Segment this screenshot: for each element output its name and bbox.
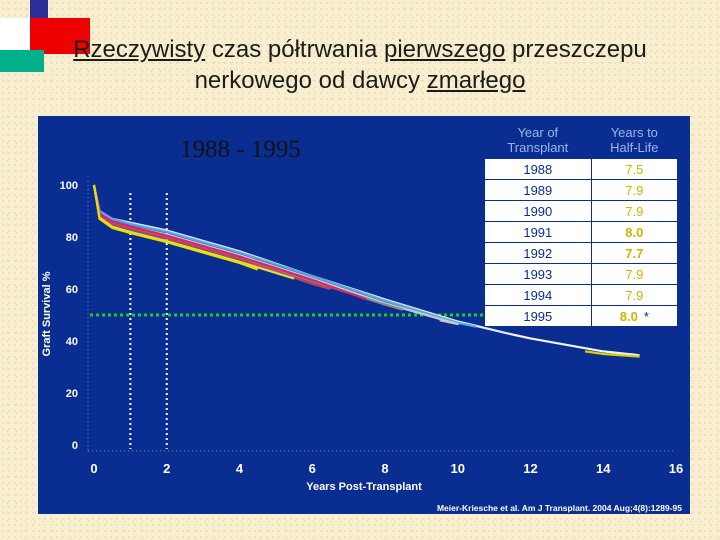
y-tick-label: 60 bbox=[66, 284, 78, 296]
title-part-3: przeszczepu nerkowego od dawcy bbox=[194, 36, 647, 94]
half-life-table: Year of Transplant Years to Half-Life 1988… bbox=[484, 122, 679, 327]
y-tick-label: 0 bbox=[72, 440, 78, 452]
table-row: 1988 7.5 bbox=[484, 158, 679, 180]
half-life-value: 7.9 bbox=[625, 266, 644, 282]
title-part-0: Rzeczywisty bbox=[73, 36, 206, 63]
decor-green-square bbox=[0, 50, 44, 72]
survival-chart: 0 20 40 60 80 100 0 2 4 6 8 10 12 14 16 Years Post-Tran… bbox=[41, 180, 683, 513]
cell-half-life: 7.7 bbox=[590, 242, 679, 264]
x-tick-label: 10 bbox=[451, 461, 465, 476]
table-row: 1994 7.9 bbox=[484, 284, 679, 306]
table-row: 1995 8.0 * bbox=[484, 305, 679, 327]
header-year-of-transplant: Year of Transplant bbox=[484, 122, 592, 159]
series-line bbox=[92, 184, 331, 291]
cell-year: 1995 bbox=[484, 305, 592, 327]
half-life-value: 7.5 bbox=[625, 161, 644, 177]
cell-half-life: 8.0 bbox=[590, 221, 679, 243]
cell-year: 1992 bbox=[484, 242, 592, 264]
half-life-value: 7.9 bbox=[625, 182, 644, 198]
table-row: 1993 7.9 bbox=[484, 263, 679, 285]
x-tick-label: 16 bbox=[669, 461, 683, 476]
cell-year: 1993 bbox=[484, 263, 592, 285]
series-line bbox=[584, 350, 640, 358]
cell-year: 1988 bbox=[484, 158, 592, 180]
half-life-value: 7.9 bbox=[625, 287, 644, 303]
table-row: 1991 8.0 bbox=[484, 221, 679, 243]
series-line bbox=[92, 184, 513, 336]
cell-year: 1989 bbox=[484, 179, 592, 201]
y-tick-label: 100 bbox=[60, 180, 78, 192]
decor-blue-square bbox=[30, 0, 48, 22]
half-life-value: 7.7 bbox=[625, 245, 644, 261]
chart-panel: 0 20 40 60 80 100 0 2 4 6 8 10 12 14 16 Years Post-Tran… bbox=[38, 116, 690, 514]
table-row: 1992 7.7 bbox=[484, 242, 679, 264]
series-line bbox=[92, 184, 477, 328]
series-line bbox=[92, 184, 368, 301]
header-years-to-half-life: Years to Half-Life bbox=[590, 122, 679, 159]
x-tick-label: 4 bbox=[236, 461, 244, 476]
series-line bbox=[92, 184, 459, 326]
cell-half-life: 7.9 bbox=[590, 263, 679, 285]
year-range-label: 1988 - 1995 bbox=[180, 136, 301, 163]
table-row: 1990 7.9 bbox=[484, 200, 679, 222]
series-line bbox=[92, 184, 259, 271]
cell-half-life: 7.9 bbox=[590, 284, 679, 306]
half-life-note: * bbox=[643, 308, 649, 324]
slide-title: Rzeczywisty czas półtrwania pierwszego p… bbox=[40, 34, 680, 96]
table-header-row: Year of Transplant Years to Half-Life bbox=[484, 122, 679, 159]
title-part-1: czas półtrwania bbox=[205, 36, 384, 63]
citation-text: Meier-Kriesche et al. Am J Transplant. 2… bbox=[437, 503, 682, 513]
y-tick-label: 20 bbox=[66, 388, 78, 400]
cell-half-life: 8.0 * bbox=[590, 305, 679, 327]
cell-half-life: 7.9 bbox=[590, 200, 679, 222]
x-tick-label: 2 bbox=[163, 461, 170, 476]
cell-year: 1991 bbox=[484, 221, 592, 243]
y-tick-label: 80 bbox=[66, 232, 78, 244]
half-life-value: 8.0 bbox=[625, 224, 644, 240]
half-life-value: 7.9 bbox=[625, 203, 644, 219]
x-tick-label: 14 bbox=[596, 461, 611, 476]
x-tick-label: 12 bbox=[523, 461, 537, 476]
x-tick-label: 6 bbox=[309, 461, 316, 476]
table-row: 1989 7.9 bbox=[484, 179, 679, 201]
cell-year: 1990 bbox=[484, 200, 592, 222]
cell-year: 1994 bbox=[484, 284, 592, 306]
x-tick-label: 0 bbox=[90, 461, 97, 476]
cell-half-life: 7.9 bbox=[590, 179, 679, 201]
series-line bbox=[512, 333, 640, 357]
y-axis-label: Graft Survival % bbox=[41, 271, 53, 356]
decor-red-square bbox=[30, 18, 90, 54]
decor-white-square bbox=[0, 18, 30, 50]
cell-half-life: 7.5 bbox=[590, 158, 679, 180]
x-tick-label: 8 bbox=[381, 461, 388, 476]
title-part-4: zmarłego bbox=[426, 67, 526, 94]
x-axis-label: Years Post-Transplant bbox=[306, 481, 422, 493]
half-life-value: 8.0 bbox=[619, 308, 638, 324]
title-part-2: pierwszego bbox=[383, 36, 506, 63]
y-tick-label: 40 bbox=[66, 336, 78, 348]
